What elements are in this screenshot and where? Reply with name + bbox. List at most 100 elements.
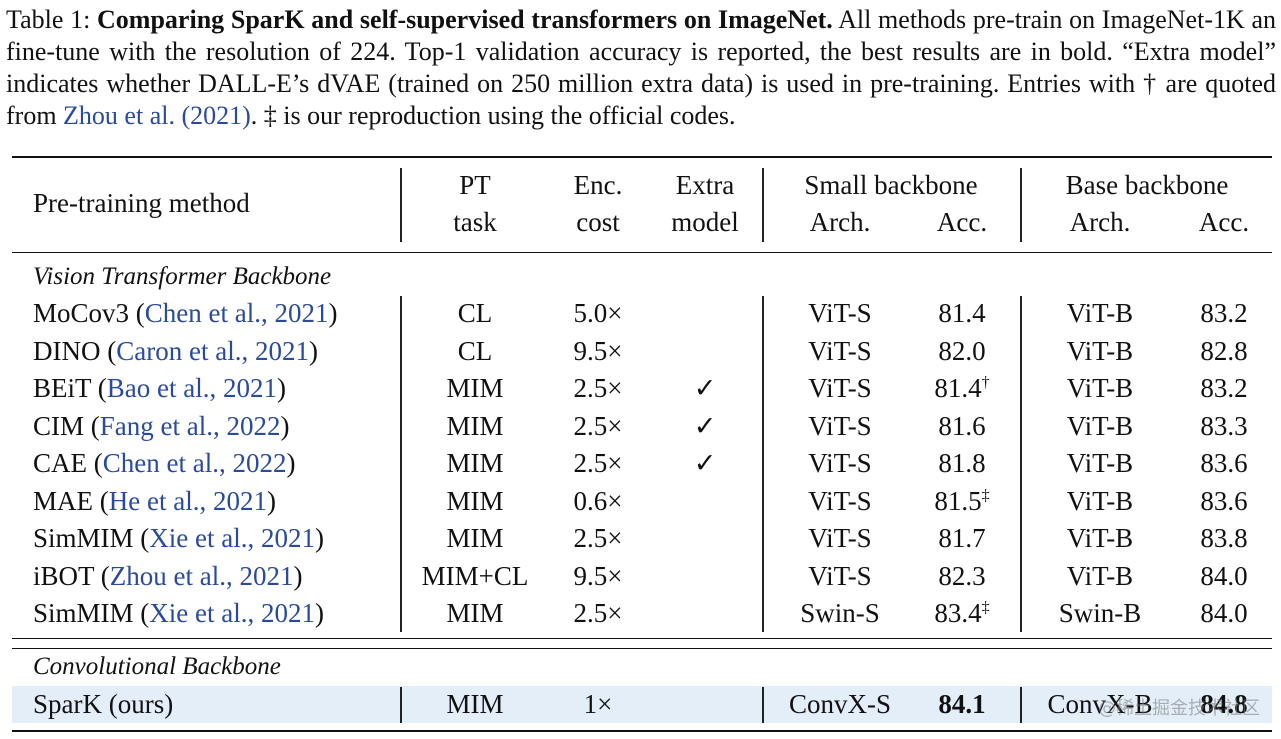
small-acc: 81.4 — [938, 298, 986, 328]
body-divider-1 — [400, 296, 402, 632]
header-small-backbone: Small backbone — [804, 170, 978, 200]
small-acc: 82.0 — [938, 336, 986, 366]
base-arch: ViT-B — [1066, 523, 1134, 553]
pt-task: MIM — [446, 411, 504, 441]
base-acc: 83.3 — [1200, 411, 1248, 441]
method-citation-link[interactable]: Zhou et al., 2021 — [109, 561, 294, 591]
method-name: MoCov3 — [33, 298, 130, 328]
small-acc-mark: † — [981, 374, 990, 391]
header-pt-task-2: task — [453, 207, 497, 237]
body-divider-2 — [762, 296, 764, 632]
section-conv: Convolutional Backbone — [33, 653, 281, 680]
header-extra-model-1: Extra — [675, 170, 735, 200]
base-acc: 83.6 — [1200, 486, 1248, 516]
pt-task: CL — [457, 298, 493, 328]
ours-small-acc: 84.1 — [938, 689, 986, 719]
method-citation-link[interactable]: Xie et al., 2021 — [149, 523, 315, 553]
enc-cost: 2.5× — [573, 523, 623, 553]
extra-model-check: ✓ — [693, 411, 717, 441]
small-acc-cell: 81.4† — [934, 371, 989, 405]
enc-cost: 5.0× — [573, 298, 623, 328]
base-arch: ViT-B — [1066, 336, 1134, 366]
base-arch: ViT-B — [1066, 411, 1134, 441]
enc-cost: 9.5× — [573, 336, 623, 366]
section-vit: Vision Transformer Backbone — [33, 263, 332, 290]
base-arch: ViT-B — [1066, 486, 1134, 516]
enc-cost: 9.5× — [573, 561, 623, 591]
method-citation-link[interactable]: Caron et al., 2021 — [116, 336, 309, 366]
method-cell: SimMIM (Xie et al., 2021) — [33, 523, 324, 553]
small-acc-cell: 81.6 — [938, 409, 985, 443]
header-divider-1 — [400, 168, 402, 242]
enc-cost: 2.5× — [573, 598, 623, 628]
caption-body: All methods pre-train on ImageNet-1K an … — [6, 5, 1277, 130]
method-citation-link[interactable]: He et al., 2021 — [108, 486, 267, 516]
base-acc: 83.6 — [1200, 448, 1248, 478]
base-arch: ViT-B — [1066, 448, 1134, 478]
base-arch: Swin-B — [1058, 598, 1142, 628]
enc-cost: 2.5× — [573, 411, 623, 441]
method-cell: CAE (Chen et al., 2022) — [33, 448, 296, 478]
extra-model-check: ✓ — [693, 448, 717, 478]
body-divider-3 — [1020, 296, 1022, 632]
small-acc-cell: 81.8 — [938, 446, 985, 480]
base-acc: 82.8 — [1200, 336, 1248, 366]
small-acc-mark: ‡ — [981, 599, 990, 616]
method-name: DINO — [33, 336, 101, 366]
method-citation-link[interactable]: Xie et al., 2021 — [149, 598, 315, 628]
pt-task: MIM — [446, 523, 504, 553]
header-pt-task-1: PT — [459, 170, 491, 200]
method-name: BEiT — [33, 373, 92, 403]
ours-task: MIM — [446, 689, 504, 719]
small-acc-cell: 81.4 — [938, 296, 985, 330]
base-arch: ViT-B — [1066, 373, 1134, 403]
ours-row-highlight — [12, 686, 1272, 723]
small-acc: 81.4 — [934, 373, 982, 403]
caption-title: Comparing SparK and self-supervised tran… — [97, 5, 833, 34]
method-name: SimMIM — [33, 598, 134, 628]
header-base-backbone: Base backbone — [1065, 170, 1229, 200]
enc-cost: 2.5× — [573, 373, 623, 403]
header-method: Pre-training method — [33, 188, 250, 218]
method-citation-link[interactable]: Bao et al., 2021 — [106, 373, 277, 403]
caption-body-end: . ‡ is our reproduction using the offici… — [250, 101, 736, 130]
small-acc: 81.8 — [938, 448, 986, 478]
small-acc-cell: 81.7 — [938, 521, 985, 555]
small-arch: ViT-S — [808, 373, 872, 403]
header-small-arch: Arch. — [809, 207, 871, 237]
small-arch: ViT-S — [808, 561, 872, 591]
header-base-acc: Acc. — [1198, 207, 1250, 237]
small-acc-cell: 82.3 — [938, 559, 985, 593]
small-acc-mark: ‡ — [981, 487, 990, 504]
ours-base-acc: 84.8 — [1200, 689, 1248, 719]
method-cell: DINO (Caron et al., 2021) — [33, 336, 318, 366]
method-cell: MoCov3 (Chen et al., 2021) — [33, 298, 338, 328]
small-arch: ViT-S — [808, 523, 872, 553]
enc-cost: 0.6× — [573, 486, 623, 516]
top-rule — [12, 156, 1272, 158]
header-enc-cost-1: Enc. — [573, 170, 623, 200]
method-citation-link[interactable]: Chen et al., 2022 — [102, 448, 287, 478]
header-rule — [12, 252, 1272, 253]
pt-task: MIM — [446, 448, 504, 478]
pt-task: MIM — [446, 486, 504, 516]
caption-citation-link[interactable]: Zhou et al. (2021) — [63, 101, 251, 130]
base-acc: 83.2 — [1200, 298, 1248, 328]
section-rule — [12, 638, 1272, 639]
ours-divider-1 — [400, 687, 402, 723]
method-cell: CIM (Fang et al., 2022) — [33, 411, 290, 441]
base-arch: ViT-B — [1066, 298, 1134, 328]
method-citation-link[interactable]: Fang et al., 2022 — [99, 411, 281, 441]
base-acc: 83.8 — [1200, 523, 1248, 553]
pt-task: MIM — [446, 373, 504, 403]
method-cell: SimMIM (Xie et al., 2021) — [33, 598, 324, 628]
header-enc-cost-2: cost — [576, 207, 620, 237]
small-acc: 83.4 — [934, 598, 982, 628]
small-arch: ViT-S — [808, 336, 872, 366]
pt-task: MIM — [446, 598, 504, 628]
small-acc: 81.7 — [938, 523, 986, 553]
small-acc: 81.6 — [938, 411, 986, 441]
small-arch: Swin-S — [800, 598, 880, 628]
pt-task: CL — [457, 336, 493, 366]
method-citation-link[interactable]: Chen et al., 2021 — [144, 298, 329, 328]
